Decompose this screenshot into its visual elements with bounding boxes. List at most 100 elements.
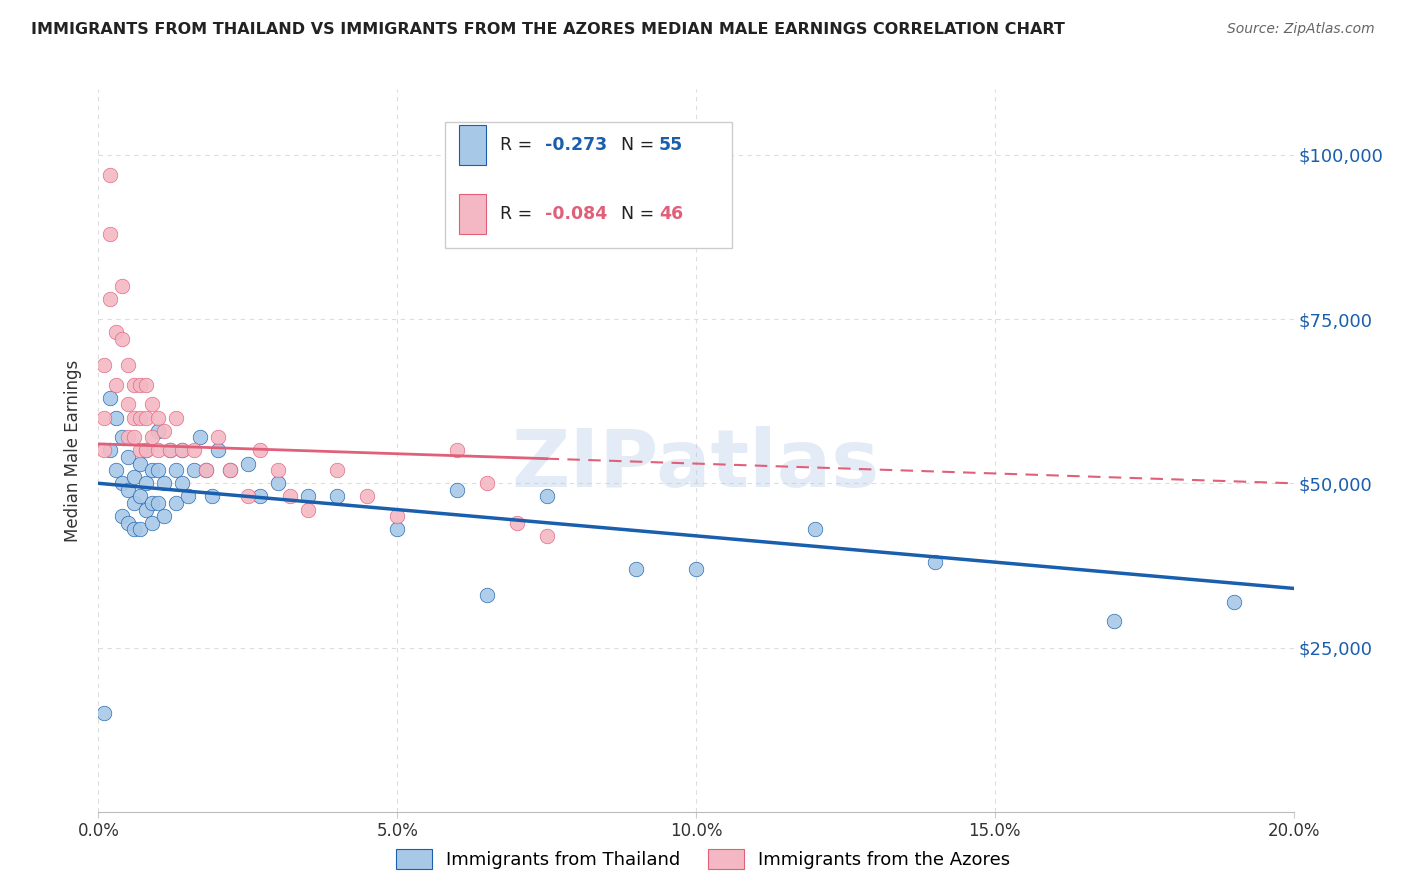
Point	[165, 463, 187, 477]
Point	[105, 463, 128, 477]
FancyBboxPatch shape	[446, 121, 733, 248]
Point	[165, 410, 187, 425]
Text: R =: R =	[501, 136, 537, 154]
Point	[117, 450, 139, 464]
Point	[148, 424, 170, 438]
Text: N =: N =	[610, 136, 659, 154]
Y-axis label: Median Male Earnings: Median Male Earnings	[65, 359, 83, 541]
Point	[141, 430, 163, 444]
Point	[117, 483, 139, 497]
Point	[219, 463, 242, 477]
Point	[446, 443, 468, 458]
Point	[111, 279, 134, 293]
Point	[111, 509, 134, 524]
Point	[105, 410, 128, 425]
Text: Source: ZipAtlas.com: Source: ZipAtlas.com	[1227, 22, 1375, 37]
Point	[135, 443, 157, 458]
Point	[536, 490, 558, 504]
Point	[105, 377, 128, 392]
Point	[135, 476, 157, 491]
Point	[98, 293, 122, 307]
Point	[249, 490, 271, 504]
Point	[129, 457, 152, 471]
Point	[195, 463, 218, 477]
Point	[117, 358, 139, 372]
Point	[446, 483, 468, 497]
Point	[93, 706, 115, 721]
Point	[536, 529, 558, 543]
Point	[804, 522, 827, 536]
Point	[135, 377, 157, 392]
Point	[267, 476, 290, 491]
Text: N =: N =	[610, 205, 659, 223]
Point	[506, 516, 529, 530]
Point	[129, 443, 152, 458]
Point	[135, 502, 157, 516]
Point	[148, 463, 170, 477]
Point	[111, 476, 134, 491]
Point	[129, 490, 152, 504]
Text: -0.084: -0.084	[546, 205, 607, 223]
Text: R =: R =	[501, 205, 537, 223]
Point	[475, 588, 498, 602]
Point	[135, 443, 157, 458]
Point	[129, 377, 152, 392]
Point	[98, 391, 122, 405]
Point	[141, 496, 163, 510]
Point	[172, 443, 194, 458]
Point	[141, 516, 163, 530]
Text: ZIPatlas: ZIPatlas	[512, 425, 880, 504]
Point	[129, 410, 152, 425]
Point	[924, 555, 946, 569]
Point	[195, 463, 218, 477]
Point	[129, 522, 152, 536]
Point	[111, 332, 134, 346]
Point	[93, 410, 115, 425]
Point	[148, 496, 170, 510]
Point	[297, 490, 319, 504]
Point	[135, 410, 157, 425]
Point	[117, 516, 139, 530]
Point	[207, 430, 229, 444]
Point	[148, 410, 170, 425]
Point	[105, 325, 128, 339]
Point	[201, 490, 224, 504]
Point	[249, 443, 271, 458]
Point	[267, 463, 290, 477]
Point	[278, 490, 301, 504]
Point	[385, 509, 409, 524]
Point	[124, 496, 146, 510]
Point	[117, 397, 139, 411]
Point	[385, 522, 409, 536]
Point	[93, 358, 115, 372]
Point	[1223, 594, 1246, 608]
Text: -0.273: -0.273	[546, 136, 607, 154]
Point	[177, 490, 200, 504]
Point	[124, 469, 146, 483]
Point	[153, 509, 176, 524]
Point	[93, 443, 115, 458]
Point	[153, 476, 176, 491]
Point	[626, 562, 648, 576]
Text: 55: 55	[659, 136, 683, 154]
Point	[475, 476, 498, 491]
Point	[165, 496, 187, 510]
Point	[297, 502, 319, 516]
Point	[153, 424, 176, 438]
Point	[183, 443, 205, 458]
Point	[98, 227, 122, 241]
Point	[159, 443, 181, 458]
Text: IMMIGRANTS FROM THAILAND VS IMMIGRANTS FROM THE AZORES MEDIAN MALE EARNINGS CORR: IMMIGRANTS FROM THAILAND VS IMMIGRANTS F…	[31, 22, 1064, 37]
FancyBboxPatch shape	[460, 194, 485, 234]
Point	[148, 443, 170, 458]
Point	[219, 463, 242, 477]
Point	[111, 430, 134, 444]
Point	[124, 377, 146, 392]
Point	[183, 463, 205, 477]
Point	[236, 490, 259, 504]
Point	[172, 443, 194, 458]
Point	[356, 490, 378, 504]
Point	[188, 430, 211, 444]
Point	[172, 476, 194, 491]
Point	[124, 430, 146, 444]
